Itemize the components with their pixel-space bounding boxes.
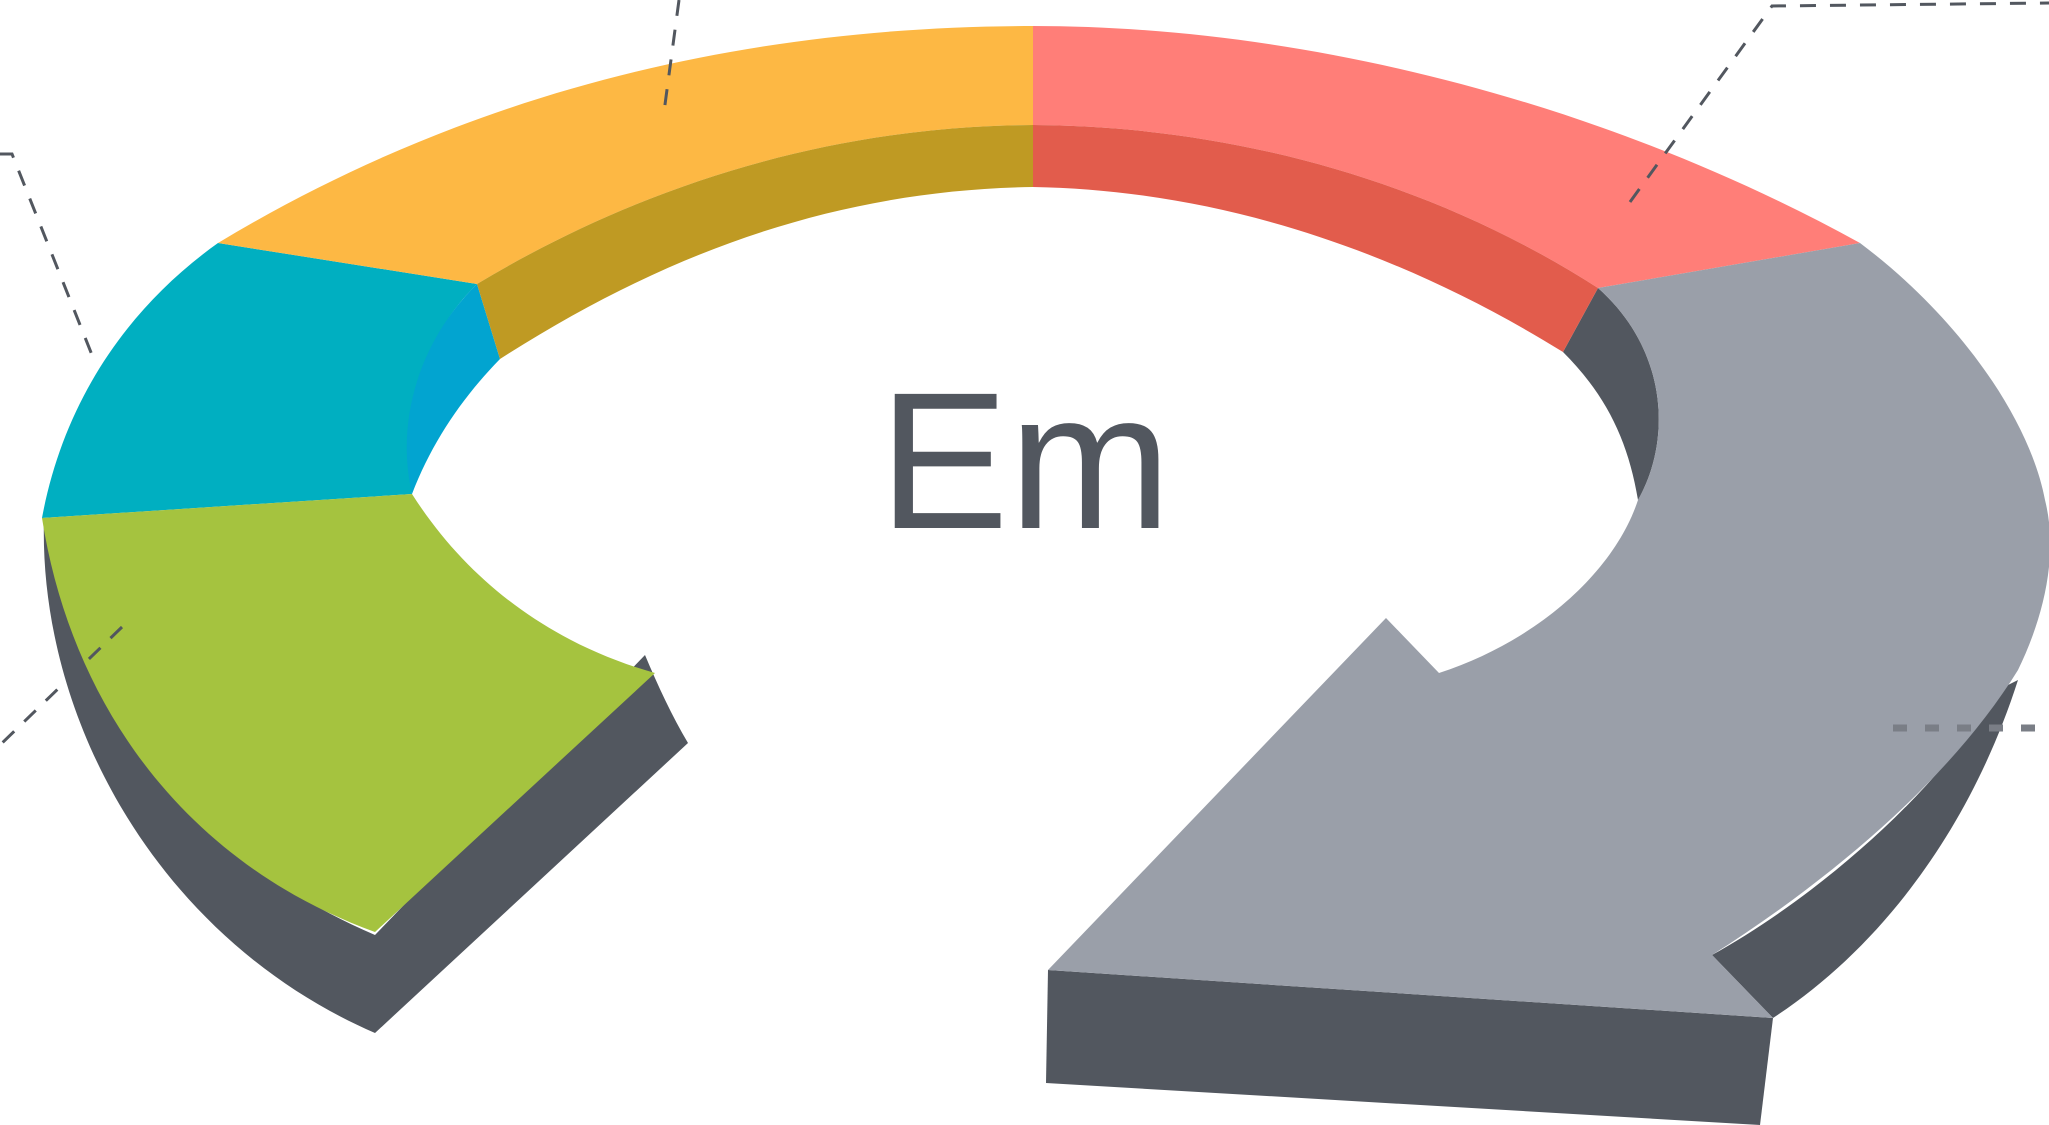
yellow-inner-wall <box>477 125 1033 359</box>
arrow-head-shadow <box>1046 970 1773 1125</box>
green-segment-shadow <box>43 518 688 1033</box>
green-segment <box>42 494 655 932</box>
arrow-body-shadow <box>1712 680 2018 1018</box>
leader-line-top-left <box>0 152 96 361</box>
arrow-inner-shadow <box>1563 288 1659 500</box>
teal-inner-wall <box>406 284 500 494</box>
red-inner-wall <box>1033 125 1598 352</box>
leader-line-top-right <box>1628 1 2049 203</box>
yellow-segment <box>218 26 1033 284</box>
teal-segment <box>42 243 477 518</box>
red-segment <box>1033 26 1860 288</box>
leader-line-top <box>662 0 681 113</box>
center-label: Em <box>879 352 1172 570</box>
gray-arrow-segment <box>1048 243 2049 1018</box>
